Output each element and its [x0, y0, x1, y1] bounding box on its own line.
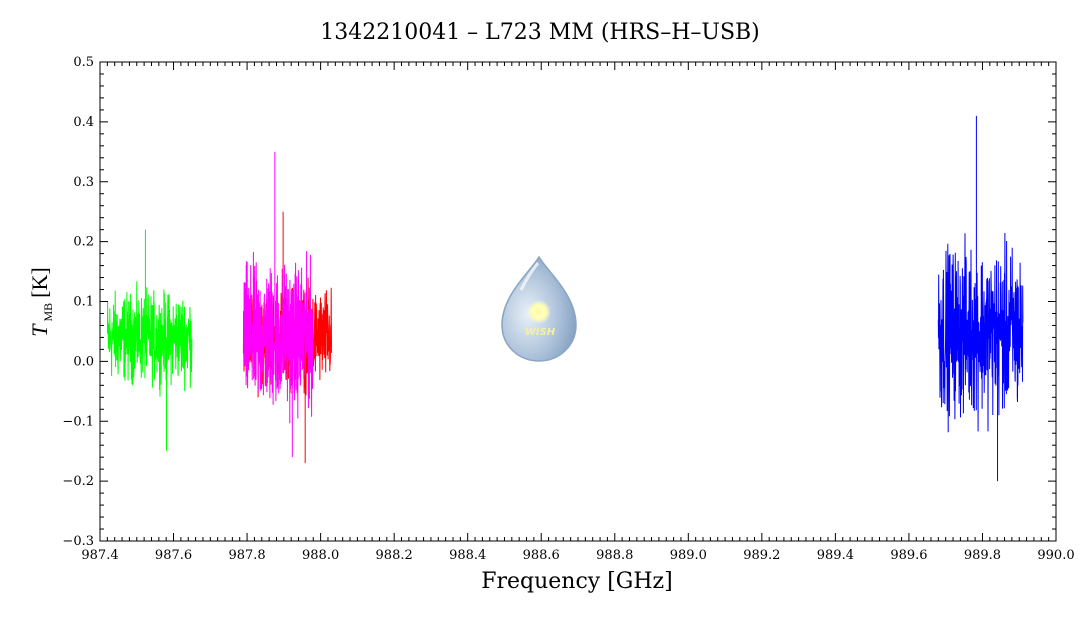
- x-tick-label: 988.4: [449, 548, 486, 563]
- plot-area: [106, 115, 1024, 482]
- y-tick-label: −0.1: [62, 414, 94, 429]
- y-tick-label: 0.0: [73, 354, 94, 369]
- axes: 987.4 987.6 987.8 988.0 988.2 988.4 988.6 988.8…: [62, 55, 1074, 563]
- y-tick-label: −0.3: [62, 534, 94, 549]
- y-label-main: T: [27, 323, 52, 337]
- x-tick-label: 989.0: [670, 548, 707, 563]
- y-tick-label: 0.2: [73, 235, 94, 250]
- y-axis-label: TMB [K]: [27, 267, 55, 336]
- x-tick-label: 989.6: [890, 548, 927, 563]
- y-tick-label: −0.2: [62, 474, 94, 489]
- spectrum-series-4: [937, 232, 1024, 433]
- spectrum-series-1: [106, 281, 193, 397]
- x-tick-label: 988.6: [523, 548, 560, 563]
- y-tick-label: 0.4: [73, 115, 94, 130]
- y-label-subscript: MB: [41, 303, 55, 322]
- chart-title: 1342210041 – L723 MM (HRS–H–USB): [320, 20, 760, 45]
- x-axis-label: Frequency [GHz]: [481, 569, 673, 594]
- x-tick-label: 988.2: [376, 548, 413, 563]
- y-tick-label: 0.3: [73, 175, 94, 190]
- x-tick-label: 987.8: [228, 548, 265, 563]
- x-tick-label: 989.2: [743, 548, 780, 563]
- plot-frame: [99, 61, 1057, 542]
- y-tick-label: 0.5: [73, 55, 94, 70]
- x-tick-label: 990.0: [1037, 548, 1074, 563]
- x-tick-label: 988.0: [302, 548, 339, 563]
- x-tick-label: 987.6: [155, 548, 192, 563]
- wish-droplet-logo: ✸ WISH: [501, 255, 577, 362]
- x-tick-label: 989.4: [817, 548, 854, 563]
- x-tick-label: 987.4: [81, 548, 118, 563]
- x-tick-label: 989.8: [964, 548, 1001, 563]
- x-tick-label: 988.8: [596, 548, 633, 563]
- spectrum-series-3: [242, 251, 314, 424]
- svg-text:✸: ✸: [534, 305, 545, 320]
- svg-text:TMB[K]: TMB [K]: [27, 267, 55, 336]
- y-tick-label: 0.1: [73, 295, 94, 310]
- logo-text: WISH: [525, 327, 556, 338]
- y-label-unit: [K]: [27, 267, 52, 298]
